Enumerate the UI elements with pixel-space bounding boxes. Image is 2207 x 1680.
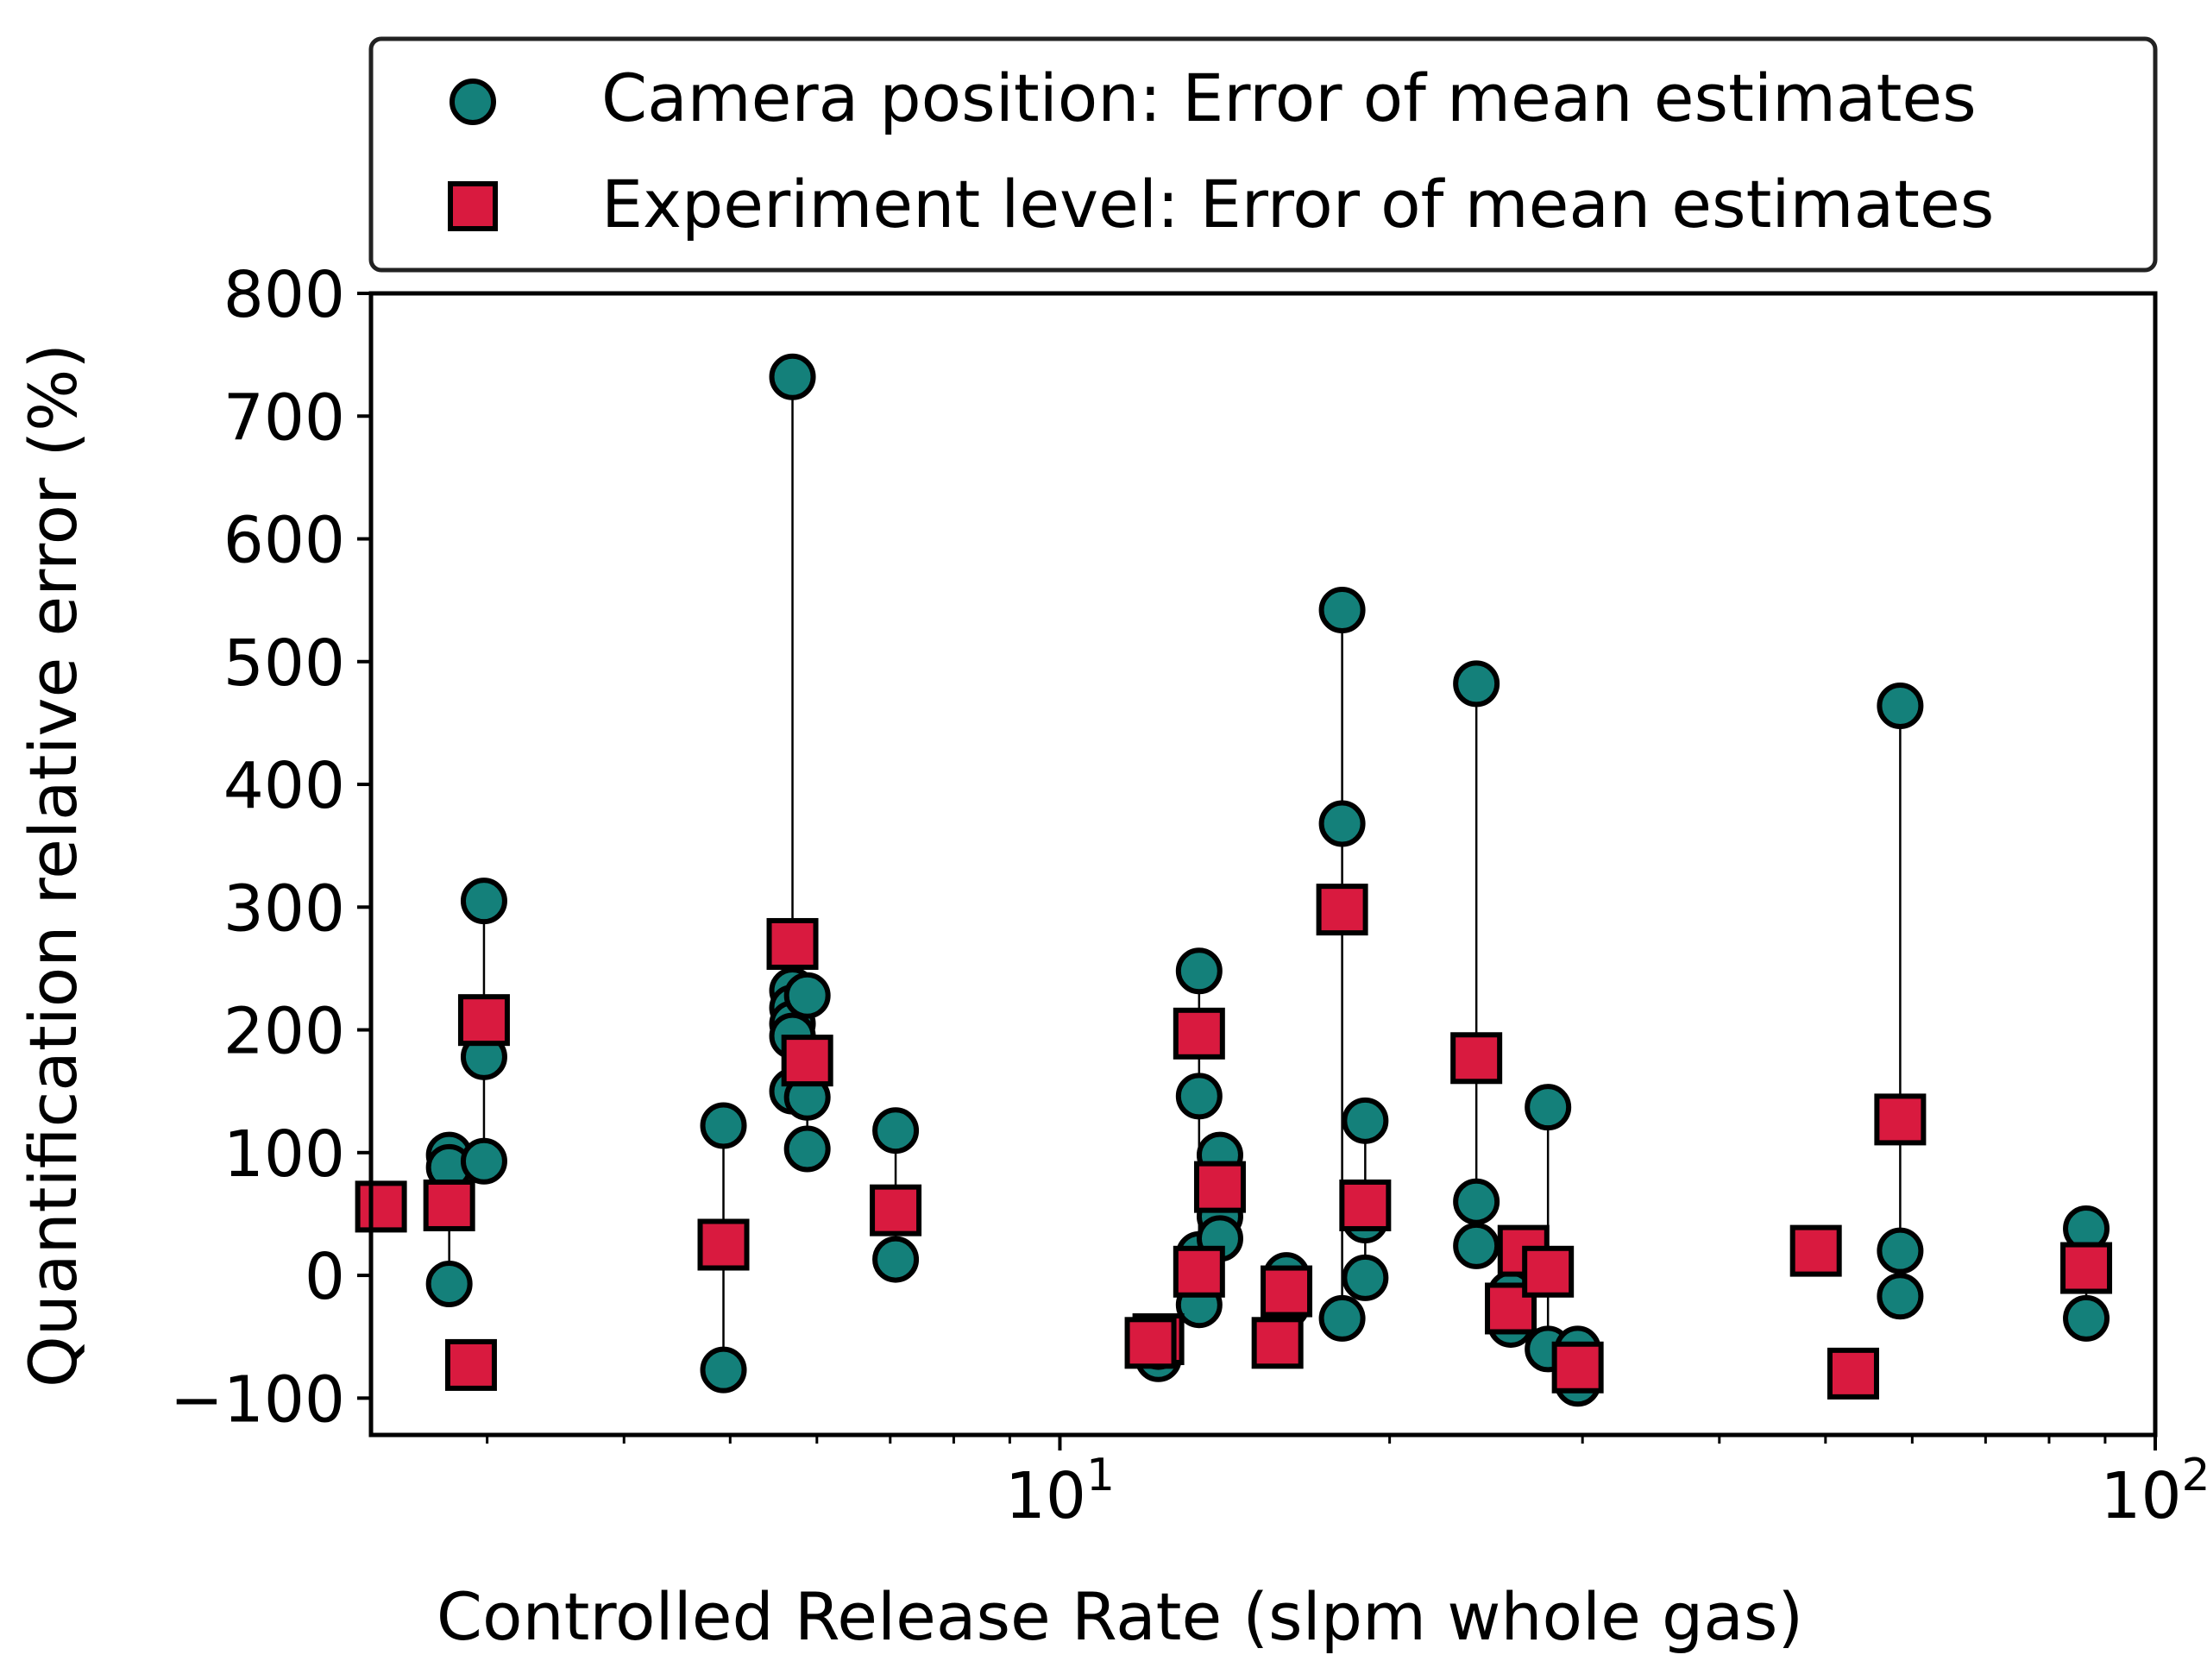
camera-point <box>1877 1227 1924 1274</box>
camera-point <box>872 1236 920 1283</box>
camera-point <box>1175 1073 1223 1120</box>
y-tick-label: 700 <box>223 381 345 455</box>
camera-point <box>700 1346 747 1394</box>
y-tick-label: 600 <box>223 504 345 578</box>
experiment-point <box>1827 1347 1879 1400</box>
data-marks <box>355 353 2113 1407</box>
y-tick-label: 0 <box>305 1240 345 1314</box>
experiment-point <box>355 1180 407 1233</box>
experiment-point <box>1339 1179 1392 1231</box>
camera-point <box>1318 1294 1366 1342</box>
y-tick-label: −100 <box>170 1362 345 1437</box>
camera-point <box>700 1102 747 1149</box>
camera-point <box>1877 682 1924 729</box>
camera-point <box>1318 800 1366 847</box>
experiment-point <box>2060 1242 2113 1294</box>
experiment-point <box>1522 1245 1575 1298</box>
camera-point <box>1453 1178 1500 1225</box>
experiment-point <box>1251 1317 1304 1369</box>
camera-point <box>1453 1222 1500 1269</box>
experiment-point <box>1193 1161 1246 1213</box>
legend-camera-marker <box>450 79 496 125</box>
legend: Camera position: Error of mean estimates… <box>368 36 2158 273</box>
y-tick-label: 300 <box>223 871 345 946</box>
y-axis-label: Quantification relative error (%) <box>15 343 91 1387</box>
plot-area <box>371 293 2155 1435</box>
y-tick-label: 800 <box>223 258 345 332</box>
experiment-point <box>423 1179 475 1231</box>
x-tick-label: 102 <box>2100 1450 2207 1533</box>
experiment-point <box>1874 1093 1927 1146</box>
y-tick-label: 200 <box>223 995 345 1069</box>
camera-point <box>1342 1254 1389 1301</box>
experiment-point <box>1173 1007 1225 1060</box>
camera-point <box>1525 1084 1572 1131</box>
experiment-point <box>766 917 819 970</box>
y-tick-label: 100 <box>223 1117 345 1192</box>
camera-point <box>425 1261 473 1308</box>
camera-point <box>1877 1273 1924 1320</box>
experiment-point <box>1173 1245 1225 1298</box>
experiment-point <box>870 1184 922 1236</box>
camera-point <box>460 1137 507 1185</box>
experiment-point <box>1261 1265 1313 1318</box>
experiment-point <box>1124 1317 1177 1369</box>
experiment-point <box>1450 1032 1503 1085</box>
legend-camera-label: Camera position: Error of mean estimates <box>601 60 1977 136</box>
camera-point <box>783 1125 831 1173</box>
experiment-point <box>1789 1224 1842 1277</box>
experiment-point <box>781 1035 833 1087</box>
camera-point <box>1453 660 1500 708</box>
camera-point <box>872 1107 920 1155</box>
legend-experiment-marker <box>448 181 498 231</box>
plot-frame <box>368 291 2158 1438</box>
experiment-point <box>1316 884 1368 936</box>
camera-point <box>460 878 507 925</box>
camera-point <box>783 972 831 1019</box>
legend-frame <box>368 36 2158 273</box>
x-tick-label: 101 <box>1005 1450 1115 1533</box>
x-axis-label: Controlled Release Rate (slpm whole gas) <box>437 1578 1803 1655</box>
camera-point <box>1175 947 1223 995</box>
experiment-point <box>697 1218 750 1271</box>
experiment-point <box>444 1338 497 1391</box>
camera-point <box>1318 587 1366 634</box>
camera-point <box>2063 1294 2110 1342</box>
camera-point <box>769 353 816 400</box>
experiment-point <box>1551 1341 1604 1394</box>
experiment-point <box>457 994 510 1047</box>
axis-ticks: −100 0 100 200 300 400 500 600 700 800 101 102 <box>170 258 2207 1533</box>
y-tick-label: 500 <box>223 626 345 701</box>
y-tick-label: 400 <box>223 749 345 823</box>
camera-point <box>1342 1097 1389 1144</box>
legend-experiment-label: Experiment level: Error of mean estimate… <box>601 166 1994 242</box>
